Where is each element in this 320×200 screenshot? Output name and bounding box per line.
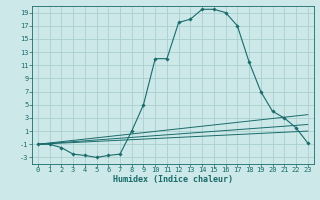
X-axis label: Humidex (Indice chaleur): Humidex (Indice chaleur) (113, 175, 233, 184)
